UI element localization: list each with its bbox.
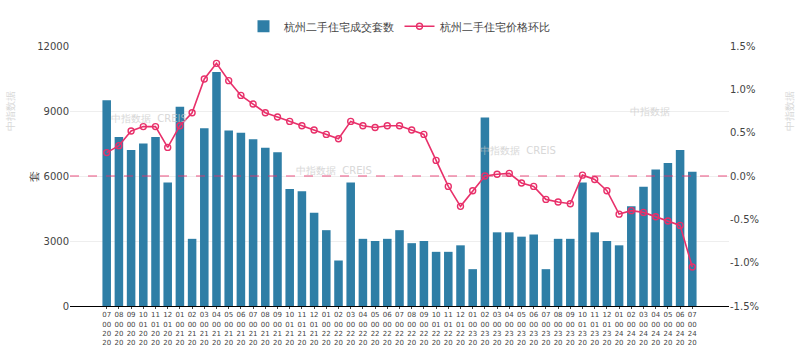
svg-text:04002420: 04002420	[651, 311, 660, 346]
svg-text:03002320: 03002320	[493, 311, 502, 346]
svg-text:09002020: 09002020	[127, 311, 136, 346]
svg-text:10012020: 10012020	[139, 311, 148, 346]
svg-text:02002120: 02002120	[188, 311, 197, 346]
svg-text:中指数据 CREIS: 中指数据 CREIS	[296, 165, 372, 176]
svg-text:06002420: 06002420	[676, 311, 685, 346]
svg-text:-0.5%: -0.5%	[730, 214, 759, 225]
svg-text:07002120: 07002120	[249, 311, 258, 346]
svg-text:02002320: 02002320	[480, 311, 489, 346]
svg-text:01002120: 01002120	[175, 311, 184, 346]
svg-text:06002120: 06002120	[236, 311, 245, 346]
svg-text:05002420: 05002420	[663, 311, 672, 346]
svg-text:12012220: 12012220	[456, 311, 465, 346]
svg-text:12000: 12000	[37, 41, 69, 52]
svg-text:套: 套	[28, 171, 41, 182]
svg-text:09002220: 09002220	[419, 311, 428, 346]
svg-text:08002320: 08002320	[554, 311, 563, 346]
svg-text:10012320: 10012320	[578, 311, 587, 346]
svg-text:11012020: 11012020	[151, 311, 160, 346]
svg-text:05002320: 05002320	[517, 311, 526, 346]
svg-text:02002420: 02002420	[627, 311, 636, 346]
svg-text:03002220: 03002220	[346, 311, 355, 346]
svg-text:1.5%: 1.5%	[730, 41, 755, 52]
svg-text:12012120: 12012120	[310, 311, 319, 346]
svg-text:09002320: 09002320	[566, 311, 575, 346]
svg-text:11012320: 11012320	[590, 311, 599, 346]
svg-text:中指数据 CREIS: 中指数据 CREIS	[111, 113, 187, 124]
svg-text:08002020: 08002020	[114, 311, 123, 346]
svg-text:02002220: 02002220	[334, 311, 343, 346]
svg-text:6000: 6000	[44, 171, 69, 182]
svg-text:杭州二手住宅价格环比: 杭州二手住宅价格环比	[439, 21, 550, 34]
svg-text:04002320: 04002320	[505, 311, 514, 346]
svg-text:01002320: 01002320	[468, 311, 477, 346]
svg-text:9000: 9000	[44, 106, 69, 117]
svg-text:07002420: 07002420	[688, 311, 697, 346]
svg-text:10012120: 10012120	[285, 311, 294, 346]
svg-text:06002220: 06002220	[383, 311, 392, 346]
svg-text:杭州二手住宅成交套数: 杭州二手住宅成交套数	[283, 21, 394, 34]
svg-text:中指数据: 中指数据	[784, 91, 795, 131]
svg-text:08002220: 08002220	[407, 311, 416, 346]
svg-text:08002120: 08002120	[261, 311, 270, 346]
svg-text:3000: 3000	[44, 236, 69, 247]
svg-text:11012220: 11012220	[444, 311, 453, 346]
svg-text:07002320: 07002320	[541, 311, 550, 346]
svg-text:06002320: 06002320	[529, 311, 538, 346]
svg-text:03002120: 03002120	[200, 311, 209, 346]
svg-text:中指数据: 中指数据	[630, 106, 670, 117]
svg-text:12012020: 12012020	[163, 311, 172, 346]
svg-text:05002120: 05002120	[224, 311, 233, 346]
svg-text:01002420: 01002420	[615, 311, 624, 346]
svg-text:07002020: 07002020	[102, 311, 111, 346]
svg-text:中指数据 CREIS: 中指数据 CREIS	[480, 145, 556, 156]
svg-text:05002220: 05002220	[371, 311, 380, 346]
svg-text:03002420: 03002420	[639, 311, 648, 346]
svg-text:-1.0%: -1.0%	[730, 257, 759, 268]
svg-text:10012220: 10012220	[432, 311, 441, 346]
svg-text:09002120: 09002120	[273, 311, 282, 346]
svg-text:04002220: 04002220	[358, 311, 367, 346]
svg-text:中指数据: 中指数据	[5, 91, 16, 131]
svg-text:1.0%: 1.0%	[730, 84, 755, 95]
svg-text:0.5%: 0.5%	[730, 127, 755, 138]
svg-text:0.0%: 0.0%	[730, 171, 755, 182]
svg-text:07002220: 07002220	[395, 311, 404, 346]
svg-text:01002220: 01002220	[322, 311, 331, 346]
svg-text:-1.5%: -1.5%	[730, 301, 759, 312]
svg-text:12012320: 12012320	[602, 311, 611, 346]
svg-text:04002120: 04002120	[212, 311, 221, 346]
svg-text:0: 0	[63, 301, 69, 312]
svg-text:11012120: 11012120	[297, 311, 306, 346]
